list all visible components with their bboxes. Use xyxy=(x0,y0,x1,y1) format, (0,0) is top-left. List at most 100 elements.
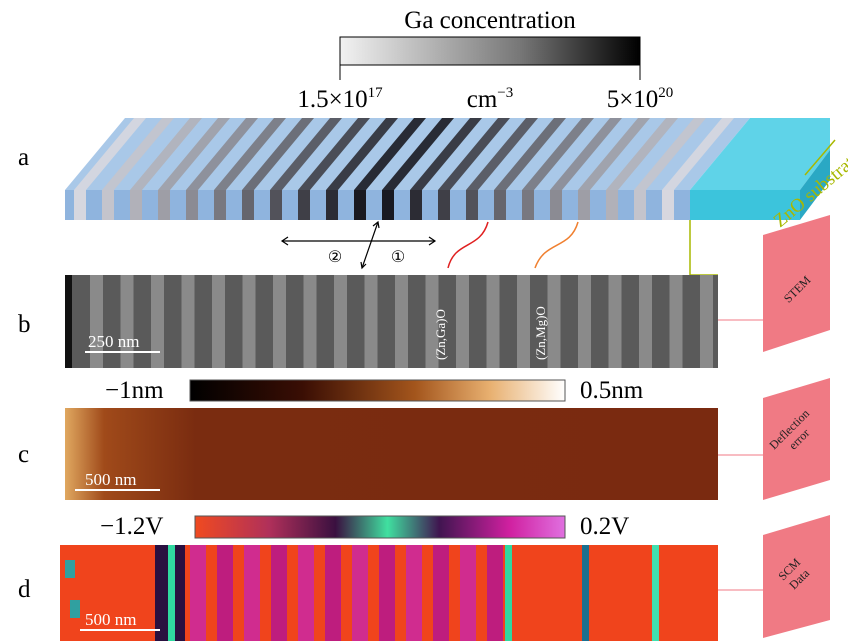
layer-front xyxy=(606,190,618,220)
exp: 17 xyxy=(368,85,384,101)
stripe xyxy=(547,275,561,368)
stripe xyxy=(486,275,500,368)
colorbar-min: −1.2V xyxy=(100,513,163,540)
layer-top xyxy=(298,118,370,190)
layer-label: (Zn,Ga)O xyxy=(433,309,448,360)
layer-front xyxy=(74,190,86,220)
arrow-head xyxy=(360,261,367,270)
stripe xyxy=(325,545,341,641)
colorbar xyxy=(339,36,641,66)
layer-top xyxy=(550,118,622,190)
base: 5×10 xyxy=(607,86,659,113)
layer-top xyxy=(578,118,650,190)
layer-front xyxy=(214,190,226,220)
stripe xyxy=(181,275,195,368)
stripes xyxy=(90,275,713,368)
layer-front xyxy=(578,190,590,220)
layer-front xyxy=(662,190,674,220)
stripes xyxy=(65,545,659,641)
stripe xyxy=(505,545,512,641)
layer-top xyxy=(606,118,678,190)
arrow-head xyxy=(372,220,380,229)
stripe xyxy=(273,275,286,368)
stripe xyxy=(456,275,469,368)
stripe xyxy=(244,545,260,641)
layer-front xyxy=(410,190,422,220)
layer-top xyxy=(130,118,202,190)
layer-label: (Zn,Mg)O xyxy=(533,306,548,360)
panel-letter: c xyxy=(18,441,29,468)
stripe xyxy=(395,275,408,368)
stripe xyxy=(217,545,233,641)
stripe xyxy=(433,545,449,641)
spot xyxy=(65,560,75,578)
colorbar-min: −1nm xyxy=(105,377,164,404)
colorbar xyxy=(194,515,566,539)
layer-front xyxy=(354,190,366,220)
scale-label: 500 nm xyxy=(85,470,136,489)
layer-front xyxy=(158,190,170,220)
stripe xyxy=(303,275,317,368)
arrow-head xyxy=(428,236,437,246)
stripe xyxy=(669,275,683,368)
layer-top xyxy=(102,118,174,190)
layer-front xyxy=(438,190,450,220)
layer-front xyxy=(298,190,310,220)
colorbar-max: 0.2V xyxy=(580,513,629,540)
tag xyxy=(763,515,830,638)
tag xyxy=(763,215,830,352)
stripe xyxy=(578,275,591,368)
layer-top xyxy=(242,118,314,190)
colorbar xyxy=(189,379,566,402)
arrow-head xyxy=(280,236,289,246)
stripe xyxy=(652,545,659,641)
layer-top xyxy=(74,118,146,190)
layer-top xyxy=(186,118,258,190)
stripe xyxy=(582,545,589,641)
spot xyxy=(70,600,80,618)
base: 1.5×10 xyxy=(297,86,367,113)
layer-top xyxy=(270,118,342,190)
stripe xyxy=(212,275,225,368)
stripe xyxy=(190,545,206,641)
exp: −3 xyxy=(497,85,513,101)
layer-front xyxy=(494,190,506,220)
layer-front xyxy=(186,190,198,220)
layer-front xyxy=(326,190,338,220)
colorbar-min: 1.5×1017 xyxy=(297,85,383,113)
stripe xyxy=(271,545,287,641)
scale-label: 500 nm xyxy=(85,610,136,629)
layer-front xyxy=(102,190,114,220)
layer-top xyxy=(494,118,566,190)
layer-front xyxy=(634,190,646,220)
arrow xyxy=(361,221,379,269)
layer-top xyxy=(354,118,426,190)
layer-front xyxy=(382,190,394,220)
stripe xyxy=(406,545,422,641)
colorbar-max: 0.5nm xyxy=(580,377,644,404)
layer-front xyxy=(466,190,478,220)
link-arrow xyxy=(534,221,579,269)
layer-top xyxy=(214,118,286,190)
layer-front xyxy=(270,190,282,220)
layer-top xyxy=(410,118,482,190)
stripe xyxy=(334,275,347,368)
link-arrow xyxy=(447,221,489,269)
stripe xyxy=(352,545,368,641)
exp: 20 xyxy=(658,85,673,101)
connector xyxy=(804,139,836,176)
substrate-top xyxy=(690,118,830,190)
layer-front xyxy=(130,190,142,220)
layer-front xyxy=(242,190,254,220)
panel-letter: d xyxy=(18,576,31,603)
layer-top xyxy=(158,118,230,190)
stripe xyxy=(168,545,175,641)
layer-top xyxy=(522,118,594,190)
tag xyxy=(763,378,830,500)
layer-top xyxy=(662,118,734,190)
layer-top xyxy=(382,118,454,190)
stripe xyxy=(364,275,378,368)
stripe xyxy=(90,275,103,368)
direction-arrows xyxy=(280,220,437,270)
direction-label: ① xyxy=(391,249,405,266)
